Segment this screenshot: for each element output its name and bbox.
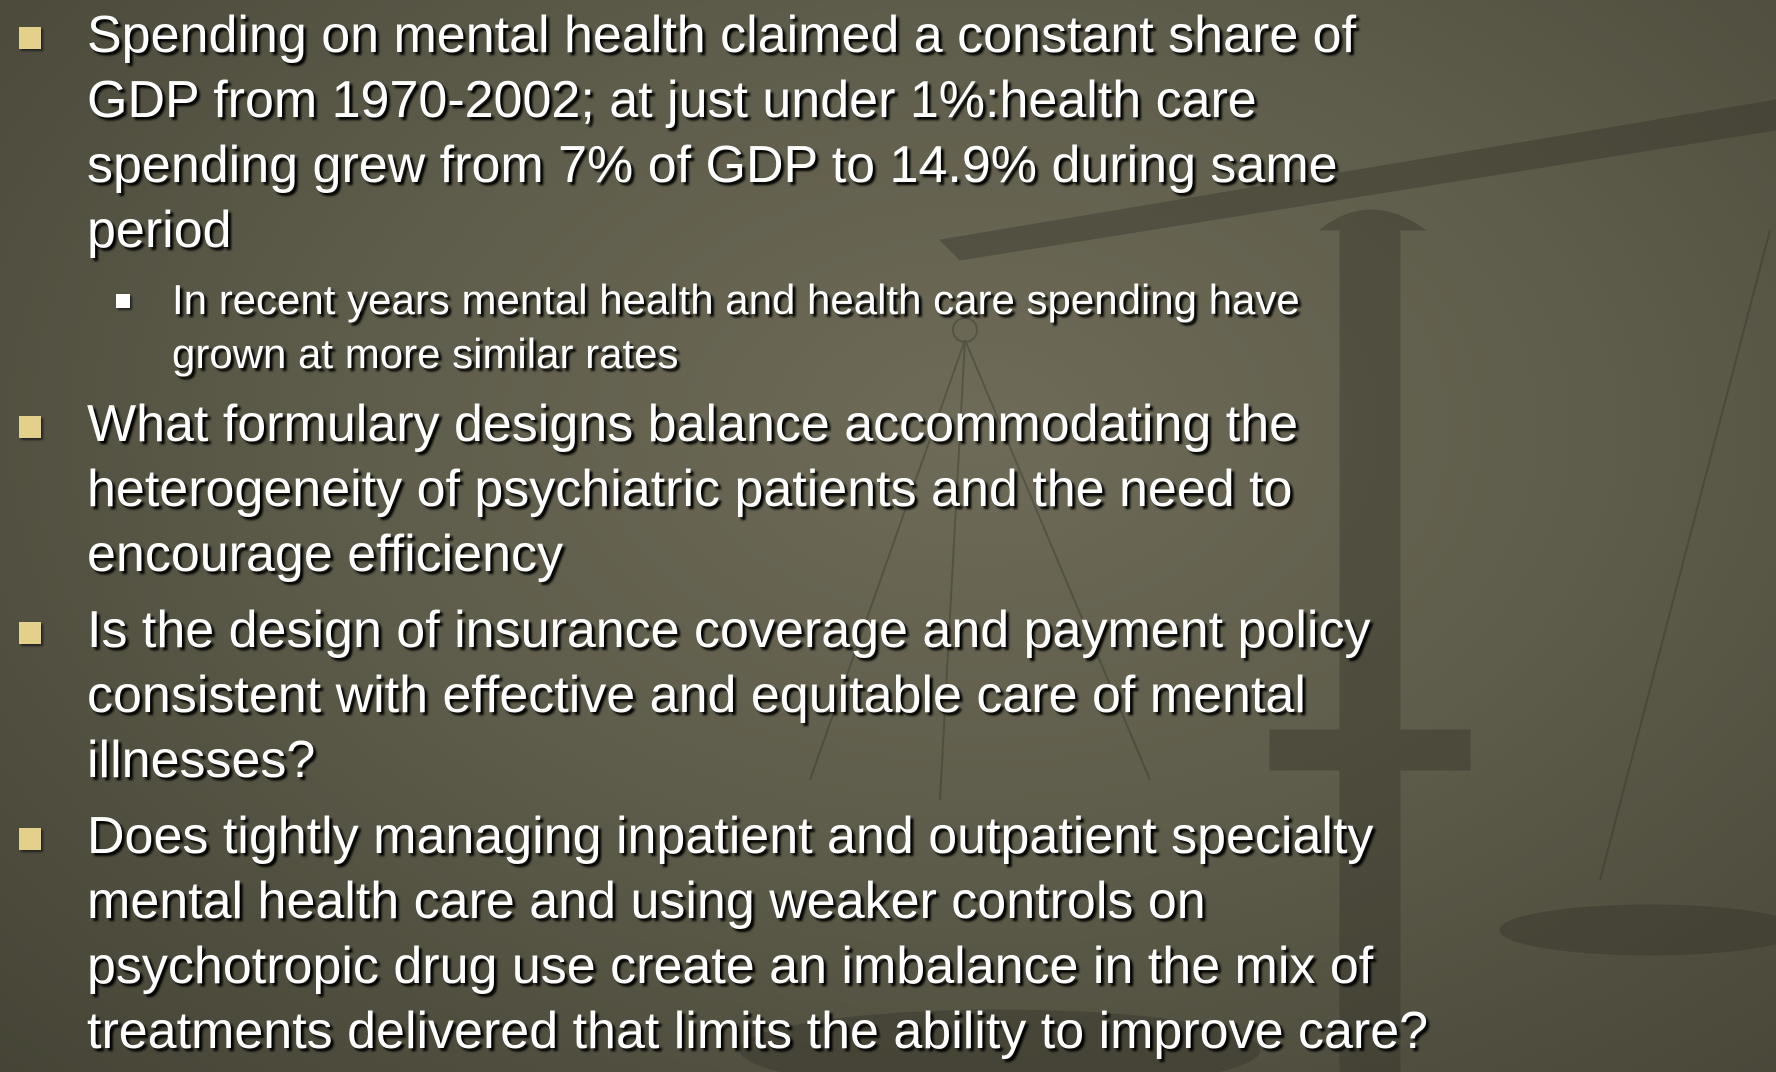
bullet-marker — [19, 27, 41, 49]
bullet: What formulary designs balance accommoda… — [0, 392, 1776, 587]
bullet-text: encourage efficiency — [87, 522, 1776, 587]
bullet-list: Spending on mental health claimed a cons… — [0, 3, 1776, 1064]
bullet-text: illnesses? — [87, 728, 1776, 793]
bullet-text: period — [87, 198, 1776, 263]
bullet-text: Is the design of insurance coverage and … — [87, 598, 1776, 663]
bullet-text: Spending on mental health claimed a cons… — [87, 3, 1776, 68]
sub-bullet: In recent years mental health and health… — [87, 273, 1776, 381]
bullet: Spending on mental health claimed a cons… — [0, 3, 1776, 381]
bullet-marker — [19, 828, 41, 850]
slide: Spending on mental health claimed a cons… — [0, 0, 1776, 1072]
bullet-text: spending grew from 7% of GDP to 14.9% du… — [87, 133, 1776, 198]
bullet-text: What formulary designs balance accommoda… — [87, 392, 1776, 457]
bullet-text: GDP from 1970-2002; at just under 1%:hea… — [87, 68, 1776, 133]
sub-bullet-text: In recent years mental health and health… — [172, 273, 1776, 327]
bullet-marker — [19, 416, 41, 438]
bullet: Does tightly managing inpatient and outp… — [0, 804, 1776, 1064]
sub-bullet-marker — [116, 294, 130, 308]
bullet-text: treatments delivered that limits the abi… — [87, 999, 1776, 1064]
bullet: Is the design of insurance coverage and … — [0, 598, 1776, 793]
bullet-text: mental health care and using weaker cont… — [87, 869, 1776, 934]
bullet-marker — [19, 622, 41, 644]
bullet-text: consistent with effective and equitable … — [87, 663, 1776, 728]
bullet-text: psychotropic drug use create an imbalanc… — [87, 934, 1776, 999]
bullet-text: Does tightly managing inpatient and outp… — [87, 804, 1776, 869]
bullet-text: heterogeneity of psychiatric patients an… — [87, 457, 1776, 522]
sub-bullet-text: grown at more similar rates — [172, 327, 1776, 381]
